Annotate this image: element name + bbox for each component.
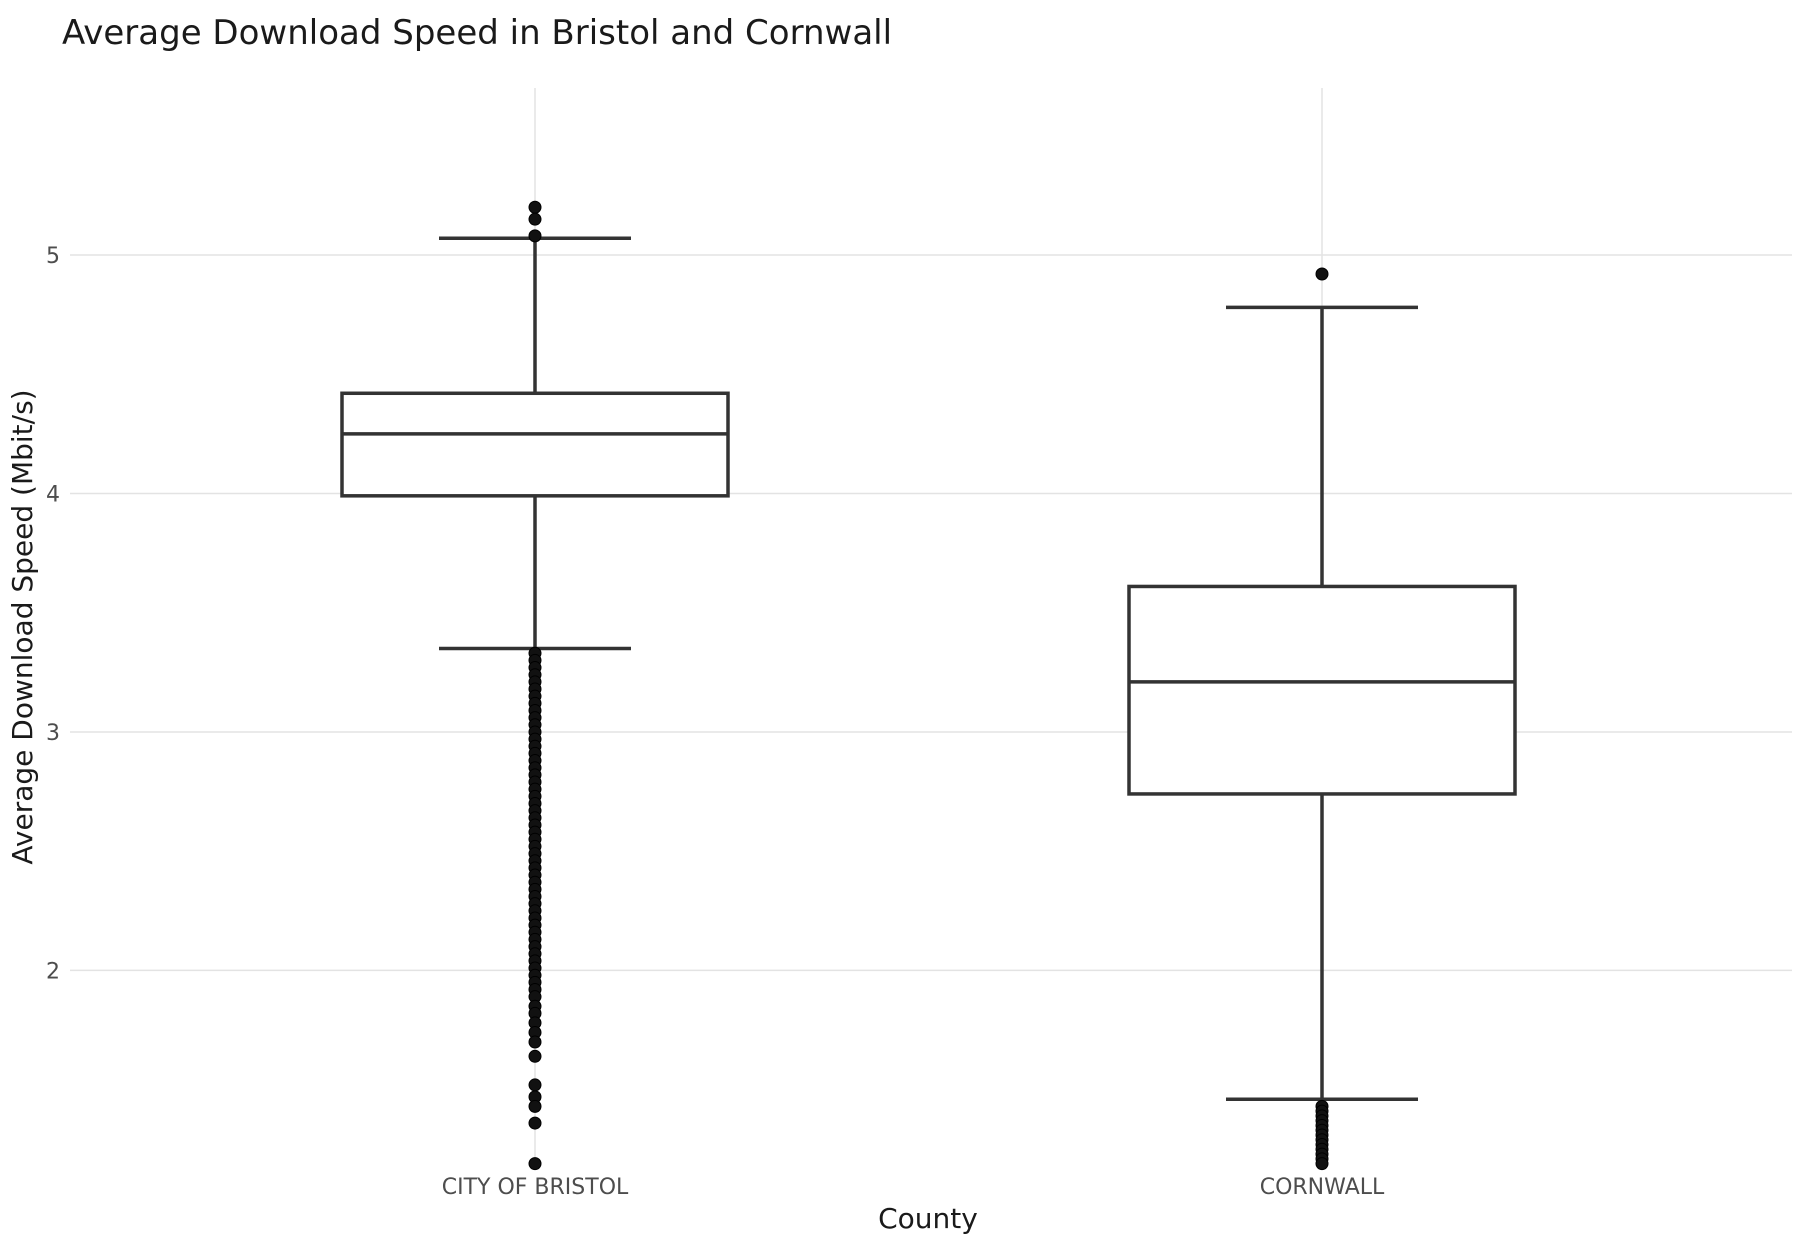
y-axis-title: Average Download Speed (Mbit/s) [6,389,39,864]
x-tick-label-0: CITY OF BRISTOL [442,1175,629,1200]
x-axis-title: County [878,1202,978,1235]
outlier-point [528,1049,542,1063]
boxes [340,200,1517,1171]
y-tick-label-5: 5 [46,244,60,269]
grid-lines [70,88,1792,1166]
outlier-point [528,200,542,214]
iqr-box [340,391,730,498]
outlier-point [528,1078,542,1092]
y-tick-label-4: 4 [46,482,60,507]
outlier-point [1315,1157,1329,1171]
x-axis-ticks: CITY OF BRISTOL CORNWALL [442,1175,1385,1200]
box-city-of-bristol [340,200,730,1171]
y-axis-ticks: 2 3 4 5 [46,244,60,984]
box-cornwall [1127,267,1517,1171]
outlier-point [528,1035,542,1049]
outlier-point [1315,267,1329,281]
chart-title: Average Download Speed in Bristol and Co… [62,13,892,53]
outlier-point [528,212,542,226]
y-tick-label-2: 2 [46,959,60,984]
outlier-point [528,1099,542,1113]
outlier-point [528,229,542,243]
iqr-box [1127,584,1517,796]
outlier-point [528,1116,542,1130]
x-tick-label-1: CORNWALL [1260,1175,1385,1200]
outlier-point [528,1157,542,1171]
y-tick-label-3: 3 [46,721,60,746]
